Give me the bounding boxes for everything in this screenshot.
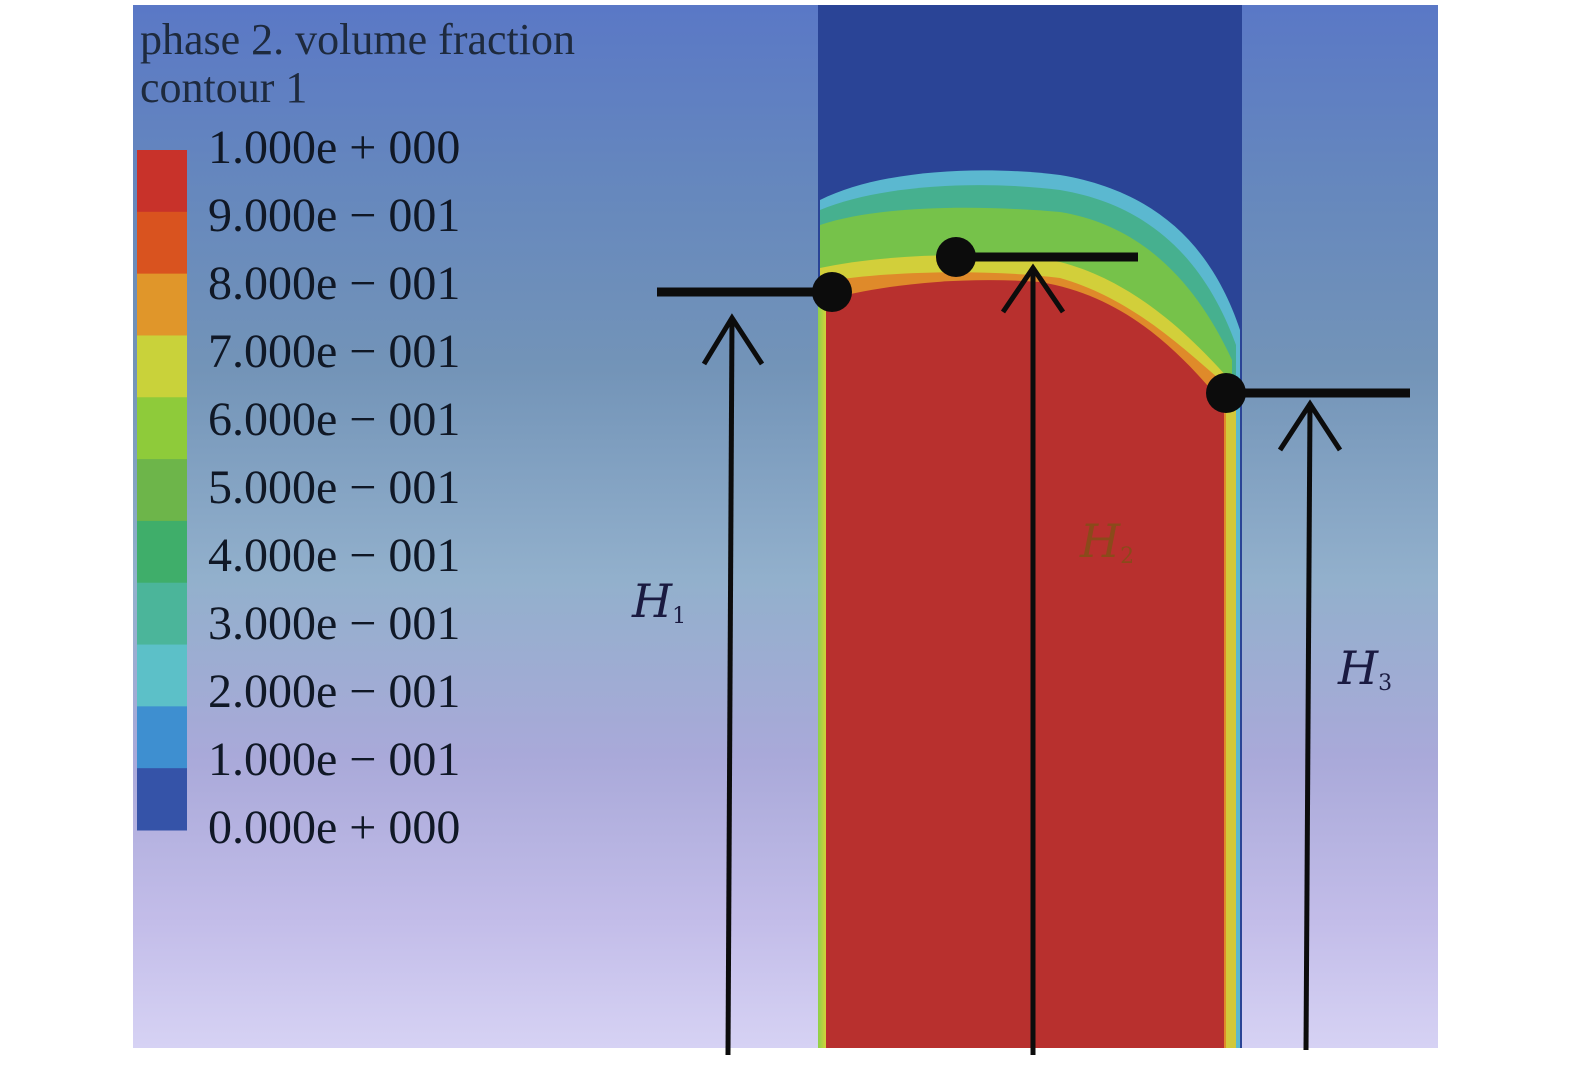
legend-band — [137, 397, 187, 460]
h3-subscript: 3 — [1378, 671, 1393, 696]
h3-measure — [1206, 373, 1410, 1051]
liquid-column — [826, 280, 1224, 1048]
legend-level-label: 5.000e − 001 — [208, 461, 461, 514]
legend-band — [137, 706, 187, 769]
legend-band — [137, 768, 187, 831]
legend-band — [137, 644, 187, 707]
legend-band — [137, 150, 187, 213]
legend-level-label: 1.000e + 000 — [208, 121, 461, 174]
legend-title-line2: contour 1 — [140, 63, 308, 112]
h3-symbol: H — [1338, 641, 1379, 695]
h3-arrow-head — [1277, 399, 1343, 452]
h2-label: H2 — [1080, 518, 1134, 568]
legend-band — [137, 211, 187, 275]
legend-level-label: 4.000e − 001 — [208, 529, 461, 582]
h2-subscript: 2 — [1120, 544, 1135, 569]
h1-arrow-head — [701, 313, 765, 366]
legend-colorbar — [137, 150, 187, 831]
legend-level-label: 0.000e + 000 — [208, 801, 461, 854]
h2-point — [936, 237, 976, 277]
legend-level-label: 3.000e − 001 — [208, 597, 461, 650]
column-right-edge — [1226, 400, 1236, 1048]
legend-band — [137, 335, 187, 398]
legend-band — [137, 459, 187, 522]
h1-measure — [657, 272, 852, 1056]
legend-band — [137, 582, 187, 646]
h2-arrow-head — [1000, 263, 1066, 314]
legend-level-label: 9.000e − 001 — [208, 189, 461, 242]
h3-arrow-shaft — [1303, 403, 1313, 1051]
legend-level-label: 1.000e − 001 — [208, 733, 461, 786]
h1-label: H1 — [632, 578, 686, 628]
legend-title-line1: phase 2. volume fraction — [140, 15, 575, 64]
legend-level-label: 2.000e − 001 — [208, 665, 461, 718]
legend-level-label: 6.000e − 001 — [208, 393, 461, 446]
legend-level-label: 7.000e − 001 — [208, 325, 461, 378]
h1-subscript: 1 — [672, 604, 687, 629]
h1-arrow-shaft — [725, 317, 735, 1056]
h2-measure — [936, 237, 1138, 1055]
h3-point — [1206, 373, 1246, 413]
h1-point — [812, 272, 852, 312]
h3-label: H3 — [1338, 645, 1392, 695]
legend-level-label: 8.000e − 001 — [208, 257, 461, 310]
h2-symbol: H — [1080, 514, 1121, 568]
h1-symbol: H — [632, 574, 673, 628]
legend-band — [137, 273, 187, 336]
legend-band — [137, 520, 187, 584]
column-left-edge — [818, 300, 826, 1048]
